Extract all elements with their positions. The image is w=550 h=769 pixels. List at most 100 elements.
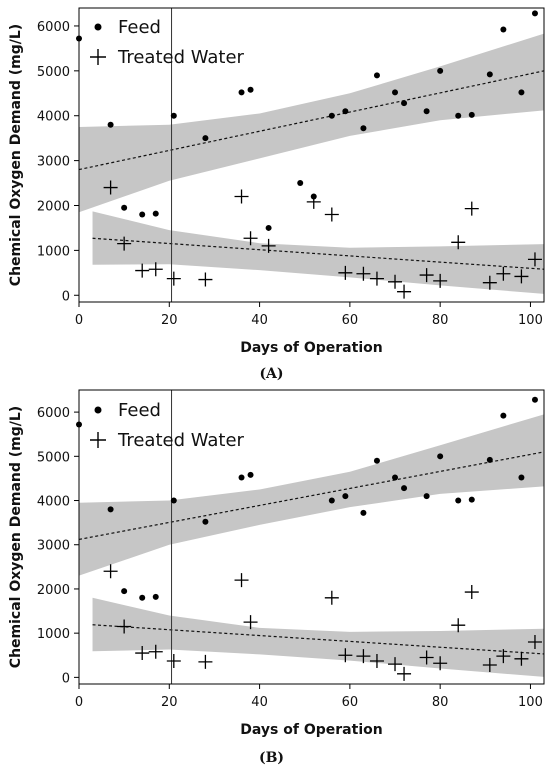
a-treated-point-7 xyxy=(243,231,258,246)
b-y-tick-label-3000: 3000 xyxy=(37,539,70,554)
b-feed-point-9 xyxy=(328,497,335,504)
a-treated-point-0 xyxy=(103,180,118,195)
a-treated-point-14 xyxy=(388,274,403,289)
b-feed-point-14 xyxy=(401,485,408,492)
b-feed-point-17 xyxy=(455,497,462,504)
b-y-tick-label-6000: 6000 xyxy=(37,406,70,421)
b-treated-point-15 xyxy=(433,656,448,671)
a-feed-point-18 xyxy=(423,108,430,115)
a-treated-point-18 xyxy=(451,235,466,250)
a-band-feed xyxy=(79,33,544,213)
chart-panel-a: 0 20 40 60 80 1000100020003000400050006000Day… xyxy=(8,7,545,382)
b-y-tick-label-5000: 5000 xyxy=(37,450,70,465)
b-legend-treated-label: Treated Water xyxy=(117,430,245,451)
a-treated-point-2 xyxy=(135,263,150,278)
b-feed-point-19 xyxy=(486,456,493,463)
b-treated-point-20 xyxy=(514,651,529,666)
a-treated-point-23 xyxy=(527,252,542,267)
a-feed-point-1 xyxy=(107,121,114,128)
a-feed-point-14 xyxy=(360,125,367,132)
a-feed-point-22 xyxy=(486,71,493,78)
b-feed-point-5 xyxy=(170,497,177,504)
b-x-tick-label-0: 0 xyxy=(75,695,83,710)
a-feed-point-4 xyxy=(152,210,159,217)
b-plot-frame xyxy=(78,389,545,685)
b-treated-point-2 xyxy=(135,646,150,661)
a-feed-point-19 xyxy=(437,67,444,74)
b-feed-point-4 xyxy=(152,593,159,600)
a-treated-point-4 xyxy=(166,271,181,286)
b-treated-point-11 xyxy=(369,654,384,669)
a-feed-point-9 xyxy=(265,224,272,231)
a-y-tick-label-1000: 1000 xyxy=(37,244,70,259)
b-y-tick-label-2000: 2000 xyxy=(37,583,70,598)
a-treated-point-15 xyxy=(397,284,412,299)
a-y-tick-label-5000: 5000 xyxy=(37,65,70,80)
a-y-axis-title: Chemical Oxygen Demand (mg/L) xyxy=(8,24,24,286)
b-treated-point-5 xyxy=(198,654,213,669)
b-treated-point-16 xyxy=(451,618,466,633)
b-feed-point-21 xyxy=(518,474,525,481)
a-x-tick-label-40: 40 xyxy=(251,313,268,328)
b-trend-treated xyxy=(92,624,545,655)
b-x-tick-label-80: 80 xyxy=(432,695,449,710)
a-feed-point-6 xyxy=(202,135,209,142)
b-feed-point-15 xyxy=(423,493,430,500)
b-treated-point-7 xyxy=(243,615,258,630)
b-feed-point-22 xyxy=(531,396,538,403)
b-legend-feed-marker xyxy=(94,406,102,414)
b-treated-point-18 xyxy=(482,657,497,672)
a-y-tick-label-6000: 6000 xyxy=(37,20,70,35)
b-treated-point-3 xyxy=(148,644,163,659)
a-legend-feed-marker xyxy=(94,23,102,31)
a-treated-point-20 xyxy=(482,275,497,290)
b-treated-point-10 xyxy=(356,649,371,664)
b-treated-point-12 xyxy=(388,657,403,672)
a-treated-point-22 xyxy=(514,269,529,284)
a-feed-point-13 xyxy=(342,108,349,115)
b-treated-point-8 xyxy=(324,590,339,605)
b-feed-point-18 xyxy=(468,496,475,503)
b-band-treated xyxy=(92,597,544,677)
a-feed-point-16 xyxy=(392,89,399,96)
a-feed-point-24 xyxy=(518,89,525,96)
a-x-axis-title: Days of Operation xyxy=(240,340,382,356)
b-y-tick-label-4000: 4000 xyxy=(37,495,70,510)
a-feed-point-15 xyxy=(373,72,380,79)
b-feed-point-13 xyxy=(392,474,399,481)
a-plot-frame xyxy=(78,7,545,303)
a-y-tick-label-2000: 2000 xyxy=(37,199,70,214)
a-treated-point-13 xyxy=(369,271,384,286)
a-y-tick-label-3000: 3000 xyxy=(37,155,70,170)
b-panel-label: (B) xyxy=(259,750,284,766)
b-treated-point-6 xyxy=(234,573,249,588)
a-y-tick-label-4000: 4000 xyxy=(37,110,70,125)
a-feed-point-25 xyxy=(531,10,538,17)
b-treated-point-13 xyxy=(397,666,412,681)
a-feed-point-21 xyxy=(468,111,475,118)
b-treated-point-17 xyxy=(464,585,479,600)
b-x-axis-title: Days of Operation xyxy=(240,722,382,738)
a-treated-point-3 xyxy=(148,262,163,277)
a-treated-point-17 xyxy=(433,273,448,288)
b-feed-point-3 xyxy=(139,594,146,601)
a-feed-point-12 xyxy=(328,112,335,119)
b-treated-point-0 xyxy=(103,564,118,579)
a-feed-point-7 xyxy=(238,89,245,96)
b-feed-point-6 xyxy=(202,518,209,525)
a-feed-point-3 xyxy=(139,211,146,218)
a-legend-feed-label: Feed xyxy=(118,17,161,38)
b-treated-point-1 xyxy=(117,619,132,634)
a-treated-point-6 xyxy=(234,189,249,204)
a-feed-point-20 xyxy=(455,112,462,119)
a-feed-point-10 xyxy=(297,180,304,187)
b-x-tick-label-40: 40 xyxy=(251,695,268,710)
a-x-tick-label-0: 0 xyxy=(75,313,83,328)
a-x-tick-label-60: 60 xyxy=(342,313,359,328)
b-x-tick-label-100: 100 xyxy=(518,695,543,710)
a-trend-treated xyxy=(92,237,545,270)
b-y-tick-label-1000: 1000 xyxy=(37,627,70,642)
b-feed-point-7 xyxy=(238,474,245,481)
b-treated-point-19 xyxy=(496,649,511,664)
a-treated-point-11 xyxy=(338,265,353,280)
